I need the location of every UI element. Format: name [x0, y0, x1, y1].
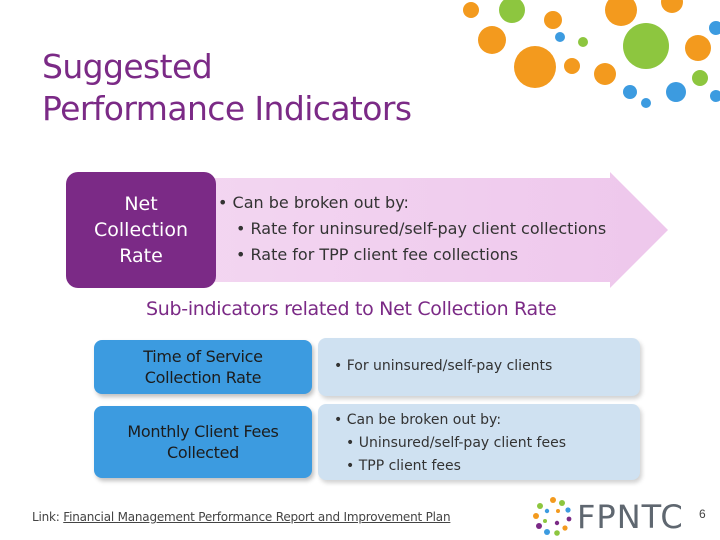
sub-indicator-2-label: Monthly Client Fees Collected	[127, 422, 279, 462]
sub-indicator-1-box: Time of Service Collection Rate	[94, 340, 312, 394]
sub-indicator-2-details-panel	[318, 404, 640, 480]
slide-title: Suggested Performance Indicators	[42, 46, 412, 130]
financial-report-link[interactable]: Financial Management Performance Report …	[63, 510, 451, 524]
sub-indicator-2-details: • Can be broken out by: • Uninsured/self…	[334, 409, 566, 478]
ncr-bullet-3: • Rate for TPP client fee collections	[236, 245, 519, 264]
sub-indicators-heading: Sub-indicators related to Net Collection…	[146, 298, 557, 320]
net-collection-bullets: • Can be broken out by: • Rate for unins…	[218, 190, 606, 268]
footer-link-line: Link: Financial Management Performance R…	[32, 510, 451, 524]
fpntc-logo-text: FPNTC	[577, 498, 684, 536]
decorative-dots	[463, 0, 720, 108]
net-collection-rate-label: Net Collection Rate	[94, 193, 188, 267]
net-collection-arrow	[190, 172, 668, 288]
sub-indicator-1-details-panel	[318, 338, 640, 396]
ncr-bullet-2: • Rate for uninsured/self-pay client col…	[236, 219, 607, 238]
sub-indicator-2-detail-1: • Can be broken out by:	[334, 412, 502, 428]
sub-indicator-2-detail-3: • TPP client fees	[346, 458, 461, 474]
sub-indicator-1-details: • For uninsured/self-pay clients	[334, 355, 552, 378]
sub-indicator-2-detail-2: • Uninsured/self-pay client fees	[346, 435, 566, 451]
title-line-2: Performance Indicators	[42, 89, 412, 128]
link-prefix: Link:	[32, 510, 64, 524]
sub-indicator-1-detail-1: • For uninsured/self-pay clients	[334, 358, 553, 374]
ncr-bullet-1: • Can be broken out by:	[218, 193, 409, 212]
sub-indicator-2-box: Monthly Client Fees Collected	[94, 406, 312, 478]
sub-indicator-1-label: Time of Service Collection Rate	[143, 347, 263, 387]
title-line-1: Suggested	[42, 47, 213, 86]
fpntc-logo-icon	[533, 497, 572, 536]
page-number: 6	[699, 507, 706, 521]
net-collection-rate-box: Net Collection Rate	[66, 172, 216, 288]
